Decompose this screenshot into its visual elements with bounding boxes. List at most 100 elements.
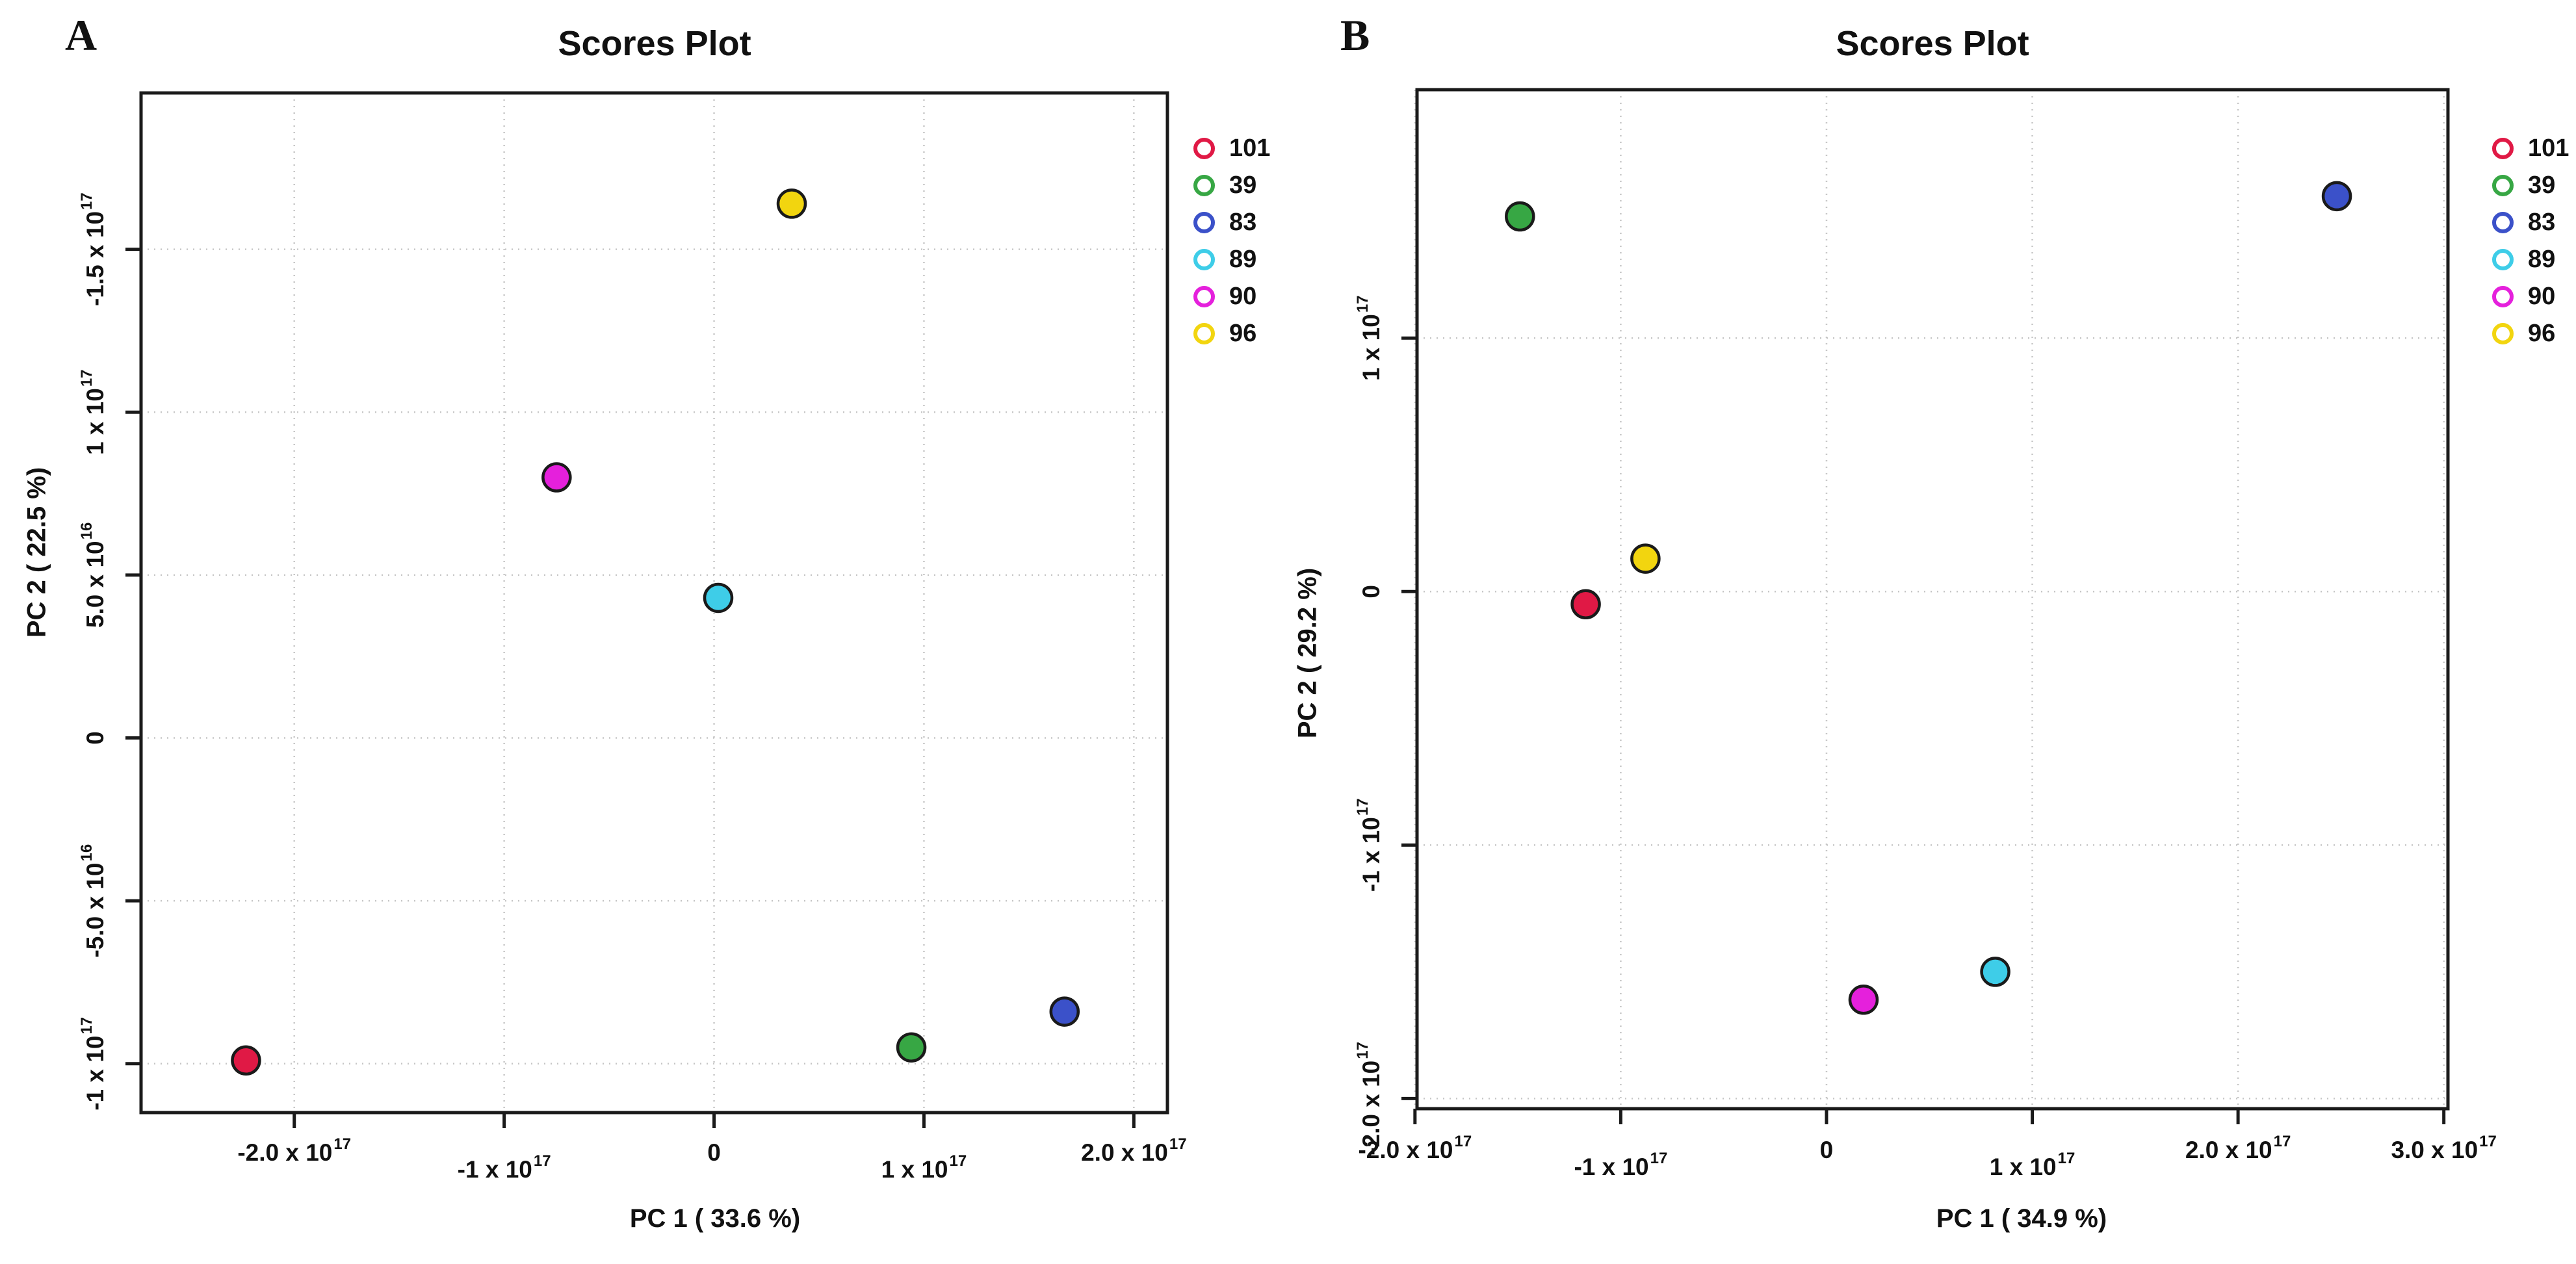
legend-ring-icon — [1193, 212, 1215, 233]
legend-item-90: 90 — [2492, 278, 2569, 315]
panel-b-point-sample-89 — [1980, 957, 2010, 987]
panel-b-y-tick-label: -1 x 1017 — [1354, 798, 1385, 892]
legend-label: 101 — [2528, 135, 2569, 162]
panel-b-x-tick-label: 2.0 x 1017 — [2185, 1133, 2291, 1163]
legend-item-101: 101 — [1193, 130, 1270, 167]
legend-label: 89 — [2528, 246, 2556, 273]
panel-a-x-tick-label: -1 x 1017 — [458, 1152, 551, 1183]
panel-a-x-tick-label: 0 — [707, 1139, 721, 1166]
legend-label: 96 — [1229, 320, 1257, 347]
legend-label: 90 — [1229, 283, 1257, 310]
panel-a-point-sample-39 — [896, 1032, 927, 1063]
legend-ring-icon — [2492, 286, 2514, 307]
legend-ring-icon — [1193, 175, 1215, 196]
legend-item-39: 39 — [2492, 167, 2569, 204]
exponent: 17 — [1354, 798, 1372, 816]
legend-ring-icon — [2492, 249, 2514, 270]
exponent: 17 — [78, 1017, 96, 1035]
exponent: 17 — [78, 369, 96, 387]
exponent: 17 — [1650, 1150, 1668, 1167]
exponent: 17 — [534, 1152, 551, 1170]
panel-a-x-tick-label: -2.0 x 1017 — [237, 1135, 351, 1166]
legend-label: 89 — [1229, 246, 1257, 273]
panel-a-title: Scores Plot — [558, 24, 751, 63]
exponent: 17 — [2058, 1150, 2075, 1167]
exponent: 17 — [1455, 1133, 1472, 1150]
panel-b-x-tick-label: 0 — [1820, 1137, 1834, 1163]
legend-item-39: 39 — [1193, 167, 1270, 204]
panel-a-x-tick-label: 1 x 1017 — [881, 1152, 967, 1183]
exponent: 17 — [333, 1135, 351, 1153]
legend-item-89: 89 — [1193, 241, 1270, 278]
panel-a-letter: A — [65, 10, 98, 60]
legend-ring-icon — [2492, 323, 2514, 344]
panel-b-x-tick-label: 1 x 1017 — [1990, 1150, 2075, 1180]
panel-b-legend: 101 39 83 89 90 96 — [2492, 130, 2569, 352]
panel-b-point-sample-90 — [1848, 985, 1879, 1015]
panel-a-y-tick-label: 0 — [82, 731, 109, 745]
legend-label: 96 — [2528, 320, 2556, 347]
exponent: 17 — [78, 192, 96, 210]
panel-a-xaxis-label: PC 1 ( 33.6 %) — [629, 1204, 801, 1233]
legend-item-83: 83 — [2492, 204, 2569, 241]
legend-item-96: 96 — [2492, 315, 2569, 352]
legend-label: 39 — [1229, 172, 1257, 199]
panel-a-point-sample-83 — [1049, 996, 1080, 1027]
panel-b-y-tick-label: 0 — [1358, 585, 1385, 599]
legend-ring-icon — [1193, 138, 1215, 159]
panel-a-plot-frame — [139, 91, 1169, 1115]
panel-a-yaxis-label: PC 2 ( 22.5 %) — [22, 467, 51, 638]
exponent: 17 — [2479, 1133, 2497, 1150]
panel-a-legend: 101 39 83 89 90 96 — [1193, 130, 1270, 352]
legend-ring-icon — [2492, 175, 2514, 196]
panel-b-x-tick-label: -1 x 1017 — [1574, 1150, 1667, 1180]
legend-label: 83 — [1229, 209, 1257, 236]
panel-b-xaxis-label: PC 1 ( 34.9 %) — [1936, 1204, 2107, 1233]
panel-a-y-tick-label: -1.5 x 1017 — [78, 192, 109, 306]
panel-b-y-tick-label: 1 x 1017 — [1354, 295, 1385, 381]
legend-label: 101 — [1229, 135, 1271, 162]
legend-item-90: 90 — [1193, 278, 1270, 315]
panel-b-x-tick-label: -2.0 x 1017 — [1358, 1133, 1472, 1163]
legend-ring-icon — [1193, 249, 1215, 270]
panel-b-point-sample-39 — [1505, 201, 1535, 232]
panel-b-plot-frame — [1415, 88, 2450, 1111]
panel-b-letter: B — [1340, 10, 1370, 60]
legend-label: 83 — [2528, 209, 2556, 236]
panel-b-y-tick-label: -2.0 x 1017 — [1354, 1042, 1385, 1155]
panel-b-title: Scores Plot — [1836, 24, 2029, 63]
exponent: 17 — [1354, 295, 1372, 313]
exponent: 17 — [2274, 1133, 2291, 1150]
panel-a-y-tick-label: 1 x 1017 — [78, 369, 109, 455]
legend-item-101: 101 — [2492, 130, 2569, 167]
panel-a-y-tick-label: -1 x 1017 — [78, 1017, 109, 1111]
exponent: 17 — [950, 1152, 967, 1170]
exponent: 17 — [1354, 1042, 1372, 1059]
legend-ring-icon — [2492, 212, 2514, 233]
panel-a-point-sample-101 — [231, 1045, 261, 1076]
legend-label: 90 — [2528, 283, 2556, 310]
legend-ring-icon — [2492, 138, 2514, 159]
exponent: 16 — [78, 844, 96, 862]
legend-item-89: 89 — [2492, 241, 2569, 278]
exponent: 17 — [1169, 1135, 1187, 1153]
exponent: 16 — [78, 522, 96, 540]
panel-a-x-tick-label: 2.0 x 1017 — [1081, 1135, 1186, 1166]
panel-a-point-sample-89 — [703, 582, 734, 613]
panel-a-point-sample-96 — [776, 188, 807, 219]
legend-ring-icon — [1193, 323, 1215, 344]
legend-label: 39 — [2528, 172, 2556, 199]
panel-b-point-sample-83 — [2321, 181, 2352, 212]
legend-ring-icon — [1193, 286, 1215, 307]
panel-b-x-tick-label: 3.0 x 1017 — [2391, 1133, 2496, 1163]
legend-item-96: 96 — [1193, 315, 1270, 352]
panel-b-yaxis-label: PC 2 ( 29.2 %) — [1293, 567, 1322, 739]
panel-a-point-sample-90 — [541, 462, 572, 493]
panel-a-y-tick-label: 5.0 x 1016 — [78, 522, 109, 628]
panel-b-point-sample-101 — [1570, 589, 1601, 620]
panel-a-y-tick-label: -5.0 x 1016 — [78, 844, 109, 958]
panel-b-point-sample-96 — [1630, 543, 1661, 574]
legend-item-83: 83 — [1193, 204, 1270, 241]
